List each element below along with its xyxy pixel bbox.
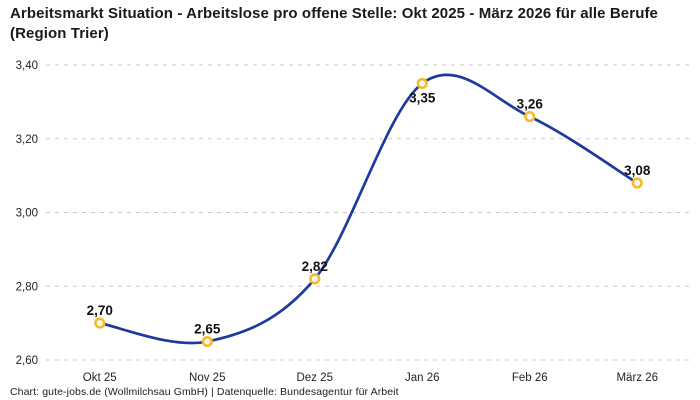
x-tick-label: März 26 (616, 372, 658, 384)
data-point-label: 3,08 (624, 163, 651, 178)
data-point-label: 2,65 (194, 322, 221, 337)
data-point-label: 2,82 (302, 259, 328, 274)
y-tick-label: 2,80 (16, 281, 38, 293)
y-tick-label: 3,40 (16, 60, 38, 72)
x-tick-label: Dez 25 (297, 372, 333, 384)
data-point-marker (524, 111, 536, 123)
x-tick-label: Okt 25 (83, 372, 117, 384)
data-point-marker (631, 177, 643, 189)
chart-title: Arbeitsmarkt Situation - Arbeitslose pro… (10, 5, 658, 43)
data-point-marker (94, 317, 106, 329)
x-tick-label: Feb 26 (512, 372, 548, 384)
y-tick-label: 3,20 (16, 134, 38, 146)
y-tick-label: 2,60 (16, 355, 38, 367)
y-tick-label: 3,00 (16, 208, 38, 220)
x-tick-label: Nov 25 (189, 372, 225, 384)
x-tick-label: Jan 26 (405, 372, 440, 384)
series-line (98, 73, 639, 345)
data-point-marker (416, 77, 428, 90)
data-point-label: 3,35 (409, 90, 436, 105)
data-point-label: 2,70 (87, 303, 113, 318)
chart-attribution: Chart: gute-jobs.de (Wollmilchsau GmbH) … (10, 386, 399, 398)
data-point-label: 3,26 (517, 97, 544, 112)
data-point-marker (201, 335, 213, 348)
data-point-marker (309, 273, 321, 285)
